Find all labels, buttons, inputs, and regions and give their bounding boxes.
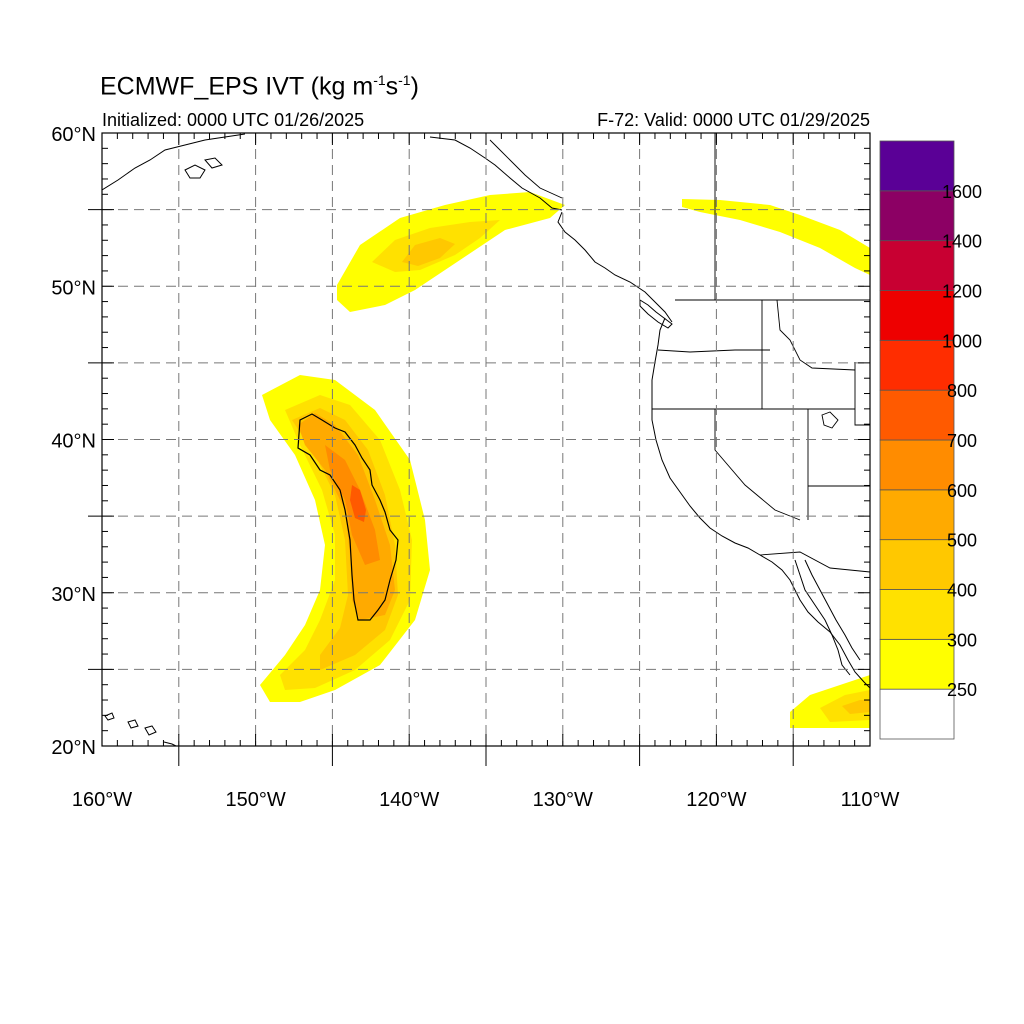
baja-coastline <box>794 559 851 676</box>
map-panel: 160°W 150°W 140°W 130°W 120°W 110°W 20°N 30°N 40… <box>51 124 899 811</box>
valid-time-label: F-72: Valid: 0000 UTC 01/29/2025 <box>597 110 870 130</box>
colorbar-label: 700 <box>947 431 977 451</box>
colorbar-swatch <box>879 240 955 291</box>
vancouver-island <box>639 299 673 329</box>
utah-wyoming-border <box>854 362 870 426</box>
y-tick-label: 20°N <box>51 737 96 759</box>
us-west-coastline <box>651 317 870 689</box>
colorbar-swatch <box>879 589 955 640</box>
colorbar-swatch <box>879 140 955 192</box>
chart-title: ECMWF_EPS IVT (kg m-1s-1) <box>100 72 419 101</box>
colorbar-label: 1000 <box>942 331 982 351</box>
ivt-shading-main <box>260 375 430 702</box>
colorbar-swatch <box>879 290 955 341</box>
y-tick-label: 40°N <box>51 431 96 453</box>
ivt-400-region <box>842 700 870 714</box>
political-borders <box>489 133 870 573</box>
washington-oregon-border <box>657 349 770 353</box>
ivt-shading-alaska <box>337 192 565 312</box>
gulf-of-california-coastline <box>804 559 861 661</box>
colorbar-label: 400 <box>947 581 977 601</box>
idaho-montana-border <box>776 299 856 371</box>
x-tick-label: 130°W <box>533 789 593 811</box>
colorbar-label: 300 <box>947 630 977 650</box>
colorbar-swatch <box>879 439 955 491</box>
alaska-canada-border <box>489 139 563 199</box>
x-tick-label: 160°W <box>72 789 132 811</box>
colorbar-swatch <box>879 389 955 441</box>
y-tick-label: 60°N <box>51 124 96 146</box>
coastlines <box>102 133 870 746</box>
hawaii-islands <box>104 712 177 746</box>
x-tick-label: 110°W <box>841 789 900 811</box>
ivt-contour-500 <box>297 413 399 621</box>
y-tick-label: 50°N <box>51 277 96 299</box>
colorbar: 250 300 400 500 600 700 800 1000 1200 1400 1600 <box>879 140 982 740</box>
great-salt-lake <box>821 411 839 429</box>
colorbar-swatch <box>879 539 955 590</box>
colorbar-swatch <box>879 339 955 391</box>
colorbar-swatch <box>879 688 955 740</box>
alaska-coastline <box>102 133 246 191</box>
x-tick-label: 140°W <box>379 789 439 811</box>
ivt-250-region <box>682 199 870 275</box>
canada-bc-coastline <box>557 211 673 323</box>
x-tick-label: 120°W <box>686 789 746 811</box>
gridlines <box>102 133 870 746</box>
ivt-shading-mexico <box>790 675 870 728</box>
alaska-islands <box>184 157 223 179</box>
nevada-border <box>714 409 801 521</box>
alaska-peninsula-coastline <box>429 136 563 211</box>
colorbar-label: 1400 <box>942 232 982 252</box>
initialized-label: Initialized: 0000 UTC 01/26/2025 <box>102 110 365 130</box>
axis-labels: 160°W 150°W 140°W 130°W 120°W 110°W 20°N 30°N 40… <box>51 124 899 811</box>
great-lakes <box>821 411 839 429</box>
colorbar-label: 1200 <box>942 282 982 302</box>
colorbar-swatch <box>879 638 955 690</box>
colorbar-label: 600 <box>947 481 977 501</box>
colorbar-label: 250 <box>947 680 977 700</box>
colorbar-label: 1600 <box>942 182 982 202</box>
axis-ticks <box>88 132 871 766</box>
us-mexico-border <box>759 551 870 573</box>
colorbar-swatch <box>879 489 955 541</box>
colorbar-swatch <box>879 190 955 242</box>
x-tick-label: 150°W <box>225 789 285 811</box>
ivt-400-region <box>402 238 455 266</box>
ivt-shading-canada <box>682 199 870 275</box>
colorbar-label: 500 <box>947 531 977 551</box>
ivt-700-region <box>350 485 366 522</box>
y-tick-label: 30°N <box>51 584 96 606</box>
colorbar-label: 800 <box>947 381 977 401</box>
